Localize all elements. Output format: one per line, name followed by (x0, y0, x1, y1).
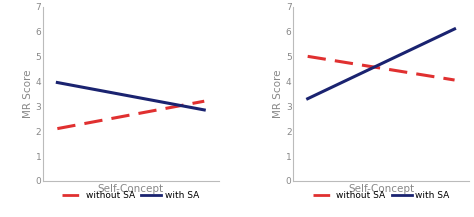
Y-axis label: MR Score: MR Score (23, 69, 33, 118)
X-axis label: Self-Concept: Self-Concept (348, 184, 414, 194)
X-axis label: Self-Concept: Self-Concept (98, 184, 164, 194)
Y-axis label: MR Score: MR Score (273, 69, 283, 118)
Legend: without SA, with SA: without SA, with SA (313, 191, 449, 200)
Legend: without SA, with SA: without SA, with SA (63, 191, 199, 200)
